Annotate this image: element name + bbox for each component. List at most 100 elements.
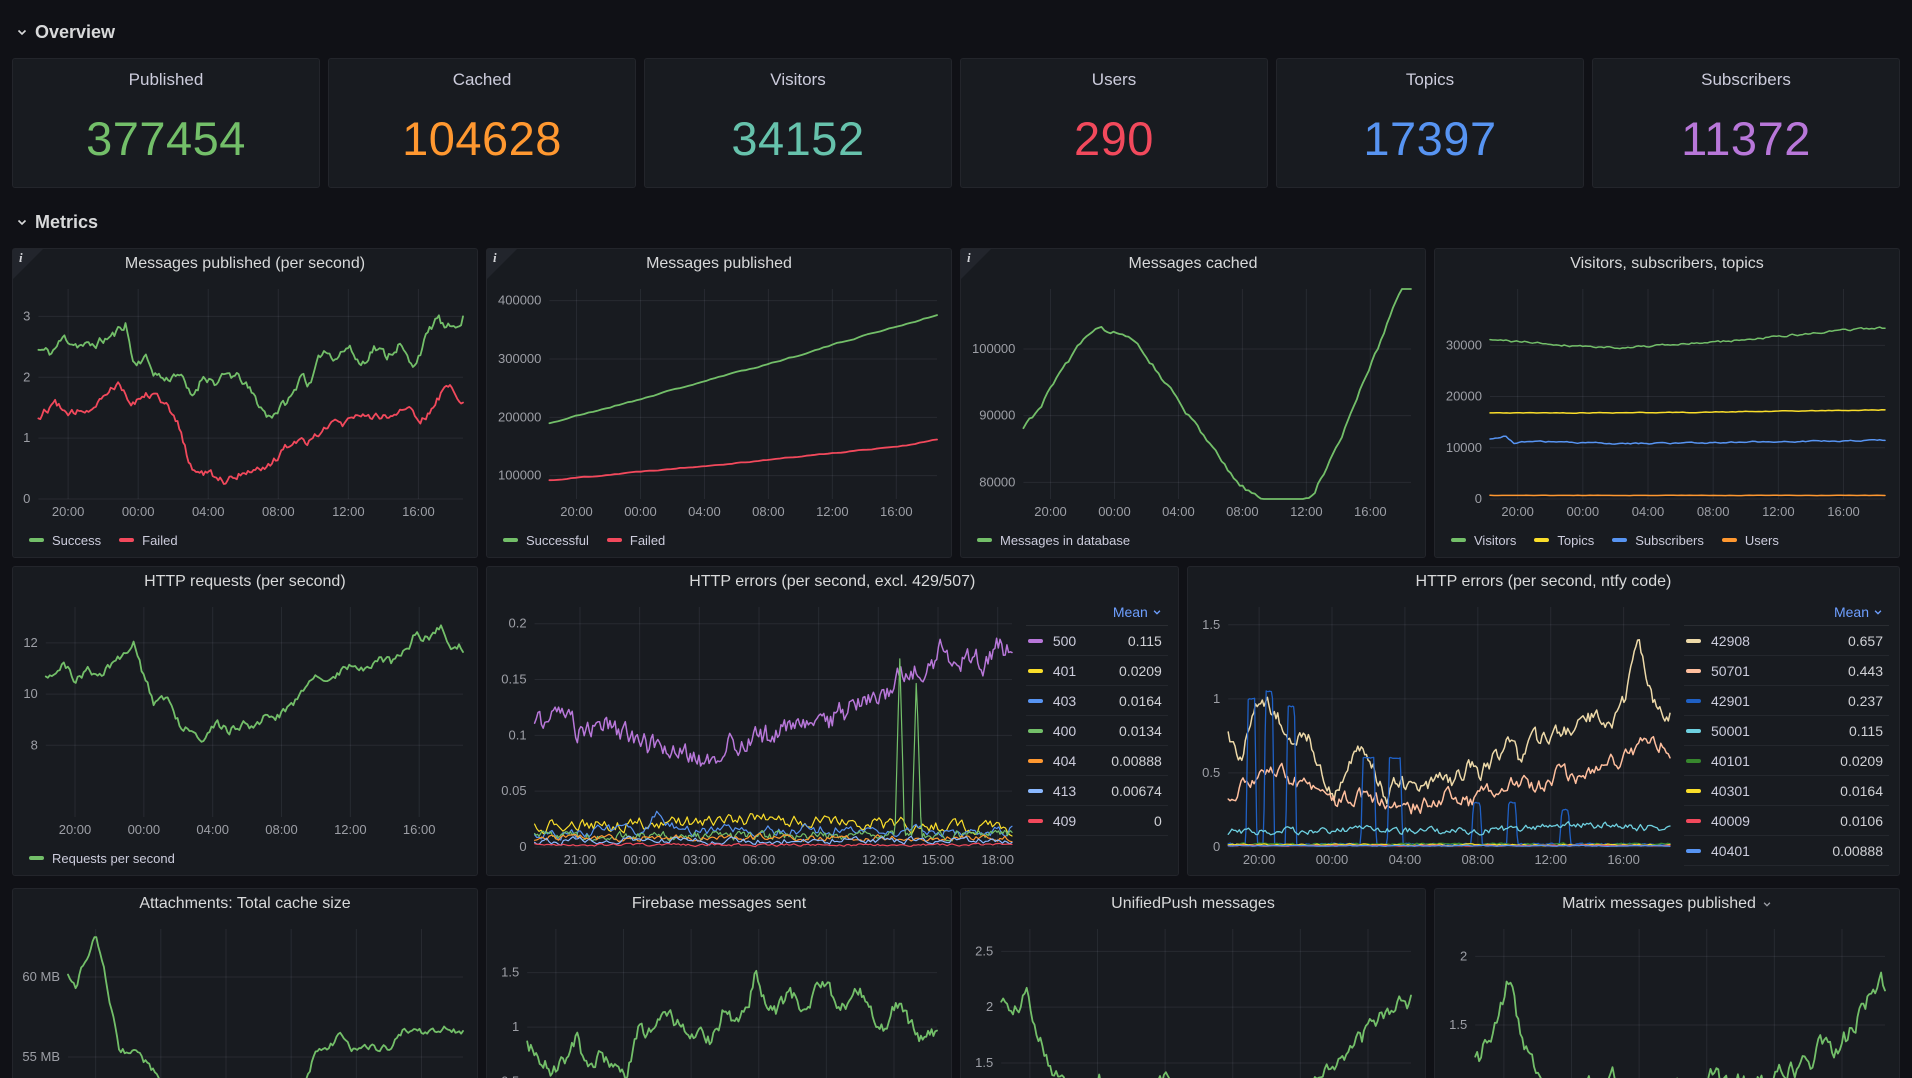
panel-title[interactable]: HTTP requests (per second): [144, 573, 346, 590]
series-line-Subscribers: [1489, 435, 1886, 445]
legend-item-Subscribers[interactable]: Subscribers: [1612, 533, 1704, 548]
legend-row-40401[interactable]: 40401 0.00888: [1684, 836, 1889, 866]
y-axis-tick: 0.5: [501, 1074, 519, 1078]
chart-legend: Requests per second: [13, 845, 477, 875]
legend-label: Successful: [526, 532, 589, 548]
legend-row-409[interactable]: 409 0: [1025, 806, 1168, 836]
section-header-metrics[interactable]: Metrics: [16, 208, 1900, 236]
panel-title[interactable]: Firebase messages sent: [631, 895, 807, 912]
x-axis-tick: 18:00: [981, 852, 1014, 867]
section-header-overview[interactable]: Overview: [16, 18, 1900, 46]
panel-info-icon[interactable]: i: [487, 249, 517, 279]
legend-label: 40301: [1711, 782, 1750, 799]
x-axis-tick: 20:00: [1034, 504, 1067, 519]
legend-row-50701[interactable]: 50701 0.443: [1684, 656, 1889, 686]
legend-swatch: [1534, 538, 1550, 542]
legend-item-Success[interactable]: Success: [29, 533, 101, 548]
x-axis-tick: 12:00: [1762, 504, 1795, 519]
y-axis-tick: 1.5: [975, 1055, 993, 1070]
stat-value: 17397: [1363, 112, 1497, 165]
legend-row-500[interactable]: 500 0.115: [1025, 626, 1168, 656]
legend-swatch: [1027, 788, 1043, 793]
legend-row-40101[interactable]: 40101 0.0209: [1684, 746, 1889, 776]
legend-item-Topics[interactable]: Topics: [1534, 533, 1594, 548]
y-axis-tick: 2: [23, 369, 30, 384]
chart-plot[interactable]: 100000 200000 300000 400000 20:00 00:00 04:00 0…: [493, 279, 945, 521]
legend-label: 403: [1052, 692, 1077, 709]
legend-row-400[interactable]: 400 0.0134: [1025, 716, 1168, 746]
y-axis-tick: 0: [519, 839, 526, 854]
x-axis-tick: 20:00: [1501, 504, 1534, 519]
panel-title[interactable]: Messages published (per second): [124, 255, 366, 272]
legend-row-401[interactable]: 401 0.0209: [1025, 656, 1168, 686]
legend-mean-value: 0.115: [1849, 722, 1883, 739]
chart-plot[interactable]: 80000 90000 100000 20:00 00:00 04:00 08:00 12:0…: [967, 279, 1419, 521]
stat-panel-published: Published 377454: [12, 58, 320, 188]
x-axis-tick: 21:00: [563, 852, 596, 867]
chart-plot[interactable]: 0 1 2 3 20:00 00:00 04:00 08:00 12:00 16:00: [19, 279, 471, 521]
chart-canvas: 100000 200000 300000 400000 20:00 00:00 04:00 0…: [498, 289, 938, 519]
panel-info-icon[interactable]: i: [961, 249, 991, 279]
legend-label: 409: [1052, 812, 1077, 829]
panel-title[interactable]: HTTP errors (per second, ntfy code): [1415, 573, 1672, 590]
chart-canvas: 80000 90000 100000 20:00 00:00 04:00 08:00 12:0…: [972, 288, 1412, 519]
stat-panel-visitors: Visitors 34152: [644, 58, 952, 188]
panel-title[interactable]: UnifiedPush messages: [1111, 895, 1275, 912]
x-axis-tick: 08:00: [1697, 504, 1730, 519]
chart-plot[interactable]: 8 10 12 20:00 00:00 04:00 08:00 12:00 16:00: [19, 597, 471, 839]
chart-plot[interactable]: 0 0.05 0.1 0.15 0.2 21:00 00:00 03:00 06:00 09:00…: [493, 597, 1020, 869]
legend-item-Requests per second[interactable]: Requests per second: [29, 851, 175, 866]
legend-row-50001[interactable]: 50001 0.115: [1684, 716, 1889, 746]
legend-row-40301[interactable]: 40301 0.0164: [1684, 776, 1889, 806]
panel-title[interactable]: Messages published: [646, 255, 792, 272]
legend-row-40009[interactable]: 40009 0.0106: [1684, 806, 1889, 836]
chart-plot[interactable]: 0 10000 20000 30000 20:00 00:00 04:00 08:00 12:0…: [1441, 279, 1893, 521]
legend-label: 40009: [1711, 812, 1750, 829]
panel-info-icon[interactable]: i: [13, 249, 43, 279]
x-axis-tick: 12:00: [1290, 504, 1323, 519]
legend-row-42901[interactable]: 42901 0.237: [1684, 686, 1889, 716]
legend-label: 42908: [1711, 632, 1750, 649]
legend-swatch: [1686, 698, 1701, 703]
legend-row-413[interactable]: 413 0.00674: [1025, 776, 1168, 806]
panel-title[interactable]: Attachments: Total cache size: [139, 895, 351, 912]
panel-title[interactable]: Visitors, subscribers, topics: [1570, 255, 1764, 272]
chart-canvas: 0 0.05 0.1 0.15 0.2 21:00 00:00 03:00 06:00 09:00…: [501, 607, 1014, 867]
y-axis-tick: 10000: [1446, 440, 1482, 455]
legend-sort-mean[interactable]: Mean: [1684, 599, 1889, 626]
y-axis-tick: 0.1: [508, 727, 526, 742]
series-line-409: [533, 842, 1013, 848]
panel-messages-published-per-second: i Messages published (per second) 0 1 2 3 20…: [12, 248, 478, 558]
panel-title[interactable]: HTTP errors (per second, excl. 429/507): [689, 573, 976, 590]
x-axis-tick: 20:00: [1243, 852, 1276, 867]
legend-mean-value: 0.0209: [1119, 662, 1162, 679]
panel-title[interactable]: Messages cached: [1128, 255, 1258, 272]
y-axis-tick: 2: [1460, 948, 1467, 963]
chart-row-1: i Messages published (per second) 0 1 2 3 20…: [12, 248, 1900, 558]
legend-row-42908[interactable]: 42908 0.657: [1684, 626, 1889, 656]
legend-sort-mean[interactable]: Mean: [1025, 599, 1168, 626]
series-line-50701: [1227, 735, 1671, 815]
legend-item-Users[interactable]: Users: [1721, 533, 1779, 548]
series-line-Messages in database: [1022, 288, 1412, 500]
legend-item-Visitors[interactable]: Visitors: [1451, 533, 1516, 548]
legend-item-Successful[interactable]: Successful: [503, 533, 589, 548]
legend-row-403[interactable]: 403 0.0164: [1025, 686, 1168, 716]
legend-item-Failed[interactable]: Failed: [119, 533, 178, 548]
legend-label: Success: [52, 532, 102, 548]
panel-title[interactable]: Matrix messages published: [1435, 889, 1899, 919]
stat-value: 34152: [731, 112, 865, 165]
chart-plot[interactable]: 0 0.5 1 1.5 20:00 00:00 04:00 08:00 12:00 16:00: [1194, 597, 1678, 869]
series-line-Failed: [548, 438, 938, 482]
legend-row-404[interactable]: 404 0.00888: [1025, 746, 1168, 776]
legend-item-Messages in database[interactable]: Messages in database: [977, 533, 1130, 548]
series-line-Success: [37, 314, 464, 419]
y-axis-tick: 0.15: [501, 672, 526, 687]
legend-item-Failed[interactable]: Failed: [606, 533, 665, 548]
